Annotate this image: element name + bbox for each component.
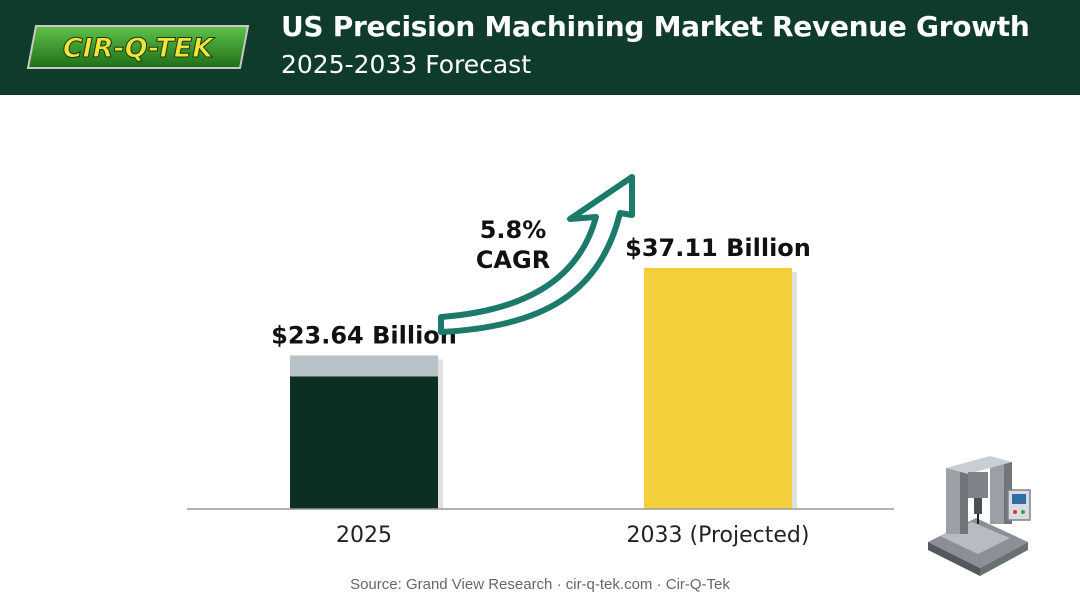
cnc-machine-icon bbox=[928, 456, 1031, 576]
data-label-2033: $37.11 Billion bbox=[625, 234, 811, 262]
bar-2025 bbox=[290, 355, 438, 509]
page-title: US Precision Machining Market Revenue Gr… bbox=[281, 10, 1030, 43]
header-banner: CIR-Q-TEK US Precision Machining Market … bbox=[0, 0, 1080, 95]
bar-chart: $23.64 Billion 2025 $37.11 Billion 2033 (Pr… bbox=[187, 174, 894, 548]
growth-arrow-icon bbox=[438, 174, 635, 335]
x-tick-label: 2033 (Projected) bbox=[627, 523, 810, 548]
data-label-2025: $23.64 Billion bbox=[271, 321, 457, 349]
source-footnote: Source: Grand View Research · cir-q-tek.… bbox=[350, 576, 730, 593]
cir-q-tek-logo: CIR-Q-TEK bbox=[26, 25, 250, 69]
x-tick-label: 2025 bbox=[336, 523, 392, 548]
bar-2033 bbox=[644, 268, 792, 509]
bar-2025-cap bbox=[290, 355, 438, 377]
cagr-label: CAGR bbox=[476, 246, 550, 274]
page-subtitle: 2025-2033 Forecast bbox=[281, 50, 531, 79]
logo-text: CIR-Q-TEK bbox=[63, 33, 215, 64]
cagr-value: 5.8% bbox=[480, 216, 547, 244]
